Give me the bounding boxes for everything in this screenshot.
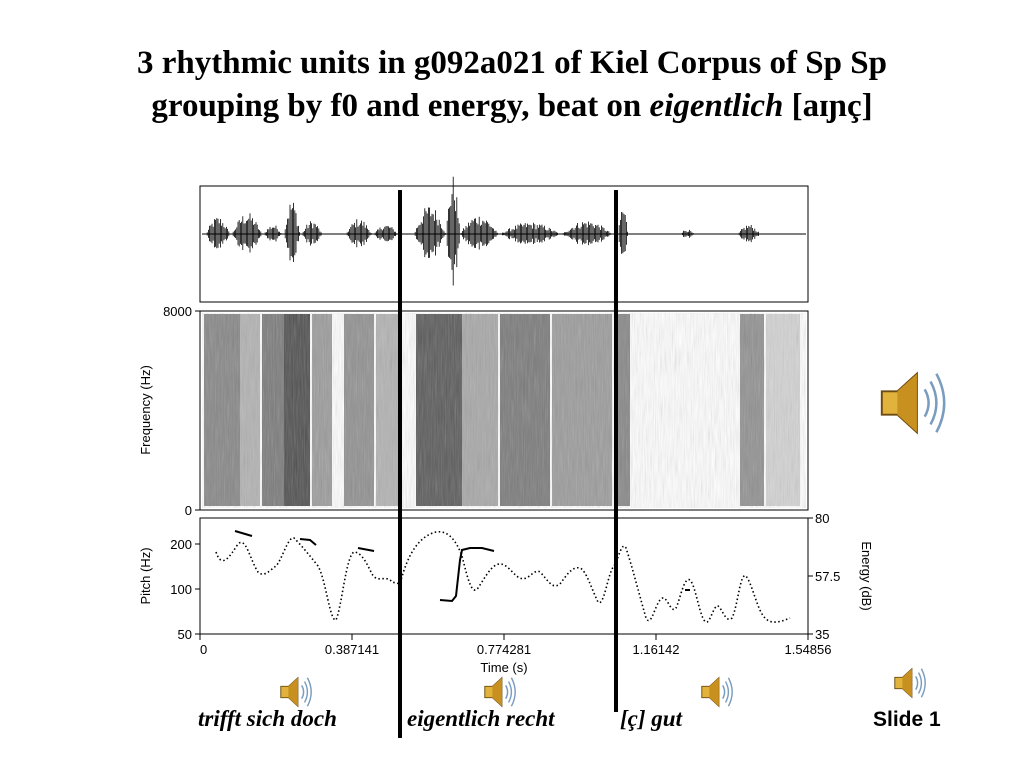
time-axis-tick-label: 1.16142 (633, 642, 680, 657)
speaker-icon[interactable] (697, 673, 737, 716)
speaker-icon[interactable] (890, 664, 930, 707)
pitch-ylabel: Pitch (Hz) (138, 547, 153, 604)
waveform-trace (206, 176, 760, 286)
title-line-2-suffix: [aɪɲç] (791, 87, 873, 124)
energy-curve (215, 531, 791, 623)
title-line-2-italic: eigentlich (649, 87, 784, 124)
caption-unit-3: [ç] gut (620, 706, 682, 731)
slide-number: Slide 1 (873, 708, 941, 731)
waveform-panel (199, 176, 809, 303)
spectrogram-texture (202, 313, 806, 508)
title-line-1: 3 rhythmic units in g092a021 of Kiel Cor… (137, 45, 887, 81)
spectrogram-ytick-top: 8000 (163, 304, 192, 319)
title-line-2-prefix: grouping by f0 and energy, beat on (151, 87, 642, 124)
pitch-segment-3 (357, 547, 375, 552)
caption-unit-1: trifft sich doch (198, 706, 337, 731)
waveform-path (206, 176, 760, 286)
slide-title: 3 rhythmic units in g092a021 of Kiel Cor… (0, 42, 1024, 128)
energy-ytick-35: 35 (815, 627, 829, 642)
time-axis: 0 0.387141 0.774281 1.16142 1.54856 (199, 634, 832, 657)
pitch-ytick-50: 50 (178, 627, 192, 642)
pitch-segment-1 (234, 530, 253, 537)
energy-ylabel: Energy (dB) (859, 541, 874, 610)
time-axis-tick-label: 0.774281 (477, 642, 531, 657)
title-line-2: grouping by f0 and energy, beat on eigen… (0, 85, 1024, 128)
time-axis-tick-label: 0 (200, 642, 207, 657)
energy-ytick-57-5: 57.5 (815, 569, 840, 584)
time-axis-label: Time (s) (480, 660, 527, 675)
spectrogram-image (202, 313, 806, 508)
pitch-contour (234, 530, 690, 603)
pitch-ytick-100: 100 (170, 582, 192, 597)
caption-unit-2: eigentlich recht (407, 706, 555, 731)
time-axis-tick-label: 1.54856 (785, 642, 832, 657)
time-axis-tick-label: 0.387141 (325, 642, 379, 657)
speaker-icon[interactable] (276, 673, 316, 716)
pitch-ytick-200: 200 (170, 537, 192, 552)
spectrogram-panel: 8000 0 Frequency (Hz) (138, 304, 809, 518)
pitch-segment-4 (439, 547, 495, 603)
speaker-icon[interactable] (480, 673, 520, 716)
speaker-icon[interactable] (873, 364, 953, 447)
spectrogram-ylabel: Frequency (Hz) (138, 365, 153, 455)
pitch-energy-panel: 200 100 50 Pitch (Hz) 80 57.5 35 Energy … (138, 511, 874, 675)
energy-ytick-80: 80 (815, 511, 829, 526)
spectrogram-ytick-bottom: 0 (185, 503, 192, 518)
pitch-segment-2 (299, 538, 317, 546)
